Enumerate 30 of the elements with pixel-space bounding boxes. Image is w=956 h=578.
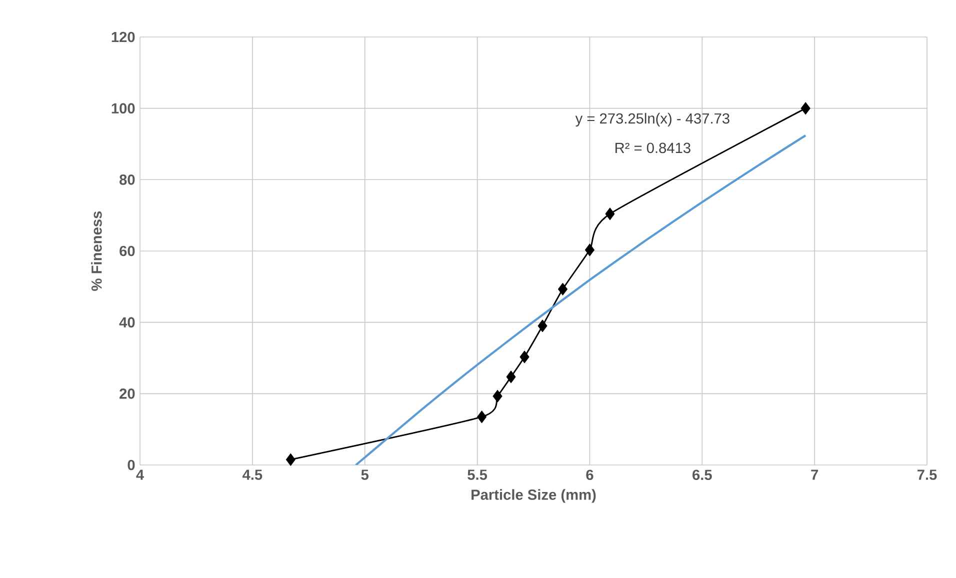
y-tick-label: 120 <box>112 32 135 42</box>
y-tick-label: 20 <box>120 388 135 399</box>
x-tick-label: 4 <box>136 470 144 480</box>
annotation: R² = 0.8413 <box>616 142 690 154</box>
y-tick-label: 0 <box>128 460 135 470</box>
point <box>538 320 548 332</box>
annotation: y = 273.25ln(x) - 437.73 <box>575 112 730 127</box>
point <box>584 244 594 256</box>
y-axis-title: % Fineness <box>91 211 102 291</box>
point <box>477 410 487 424</box>
point <box>506 370 516 384</box>
x-tick-label: 5 <box>361 470 369 480</box>
x-tick-label: 6 <box>586 470 594 480</box>
x-tick-label: 5.5 <box>468 470 488 480</box>
point <box>605 208 615 220</box>
x-axis-title: Particle Size (mm) <box>472 489 596 503</box>
line-series <box>354 134 807 465</box>
y-tick-label: 60 <box>120 246 135 256</box>
x-tick-label: 4.5 <box>242 470 262 480</box>
point <box>286 453 296 466</box>
x-tick-label: 7 <box>811 470 818 480</box>
y-tick-label: 80 <box>120 174 135 185</box>
y-tick-label: 100 <box>112 103 135 114</box>
point <box>800 102 810 115</box>
point <box>520 350 530 364</box>
x-tick-label: 6.5 <box>692 470 712 480</box>
x-tick-label: 7.5 <box>917 470 937 480</box>
y-tick-label: 40 <box>119 317 135 328</box>
point <box>492 390 502 402</box>
point <box>558 282 568 296</box>
